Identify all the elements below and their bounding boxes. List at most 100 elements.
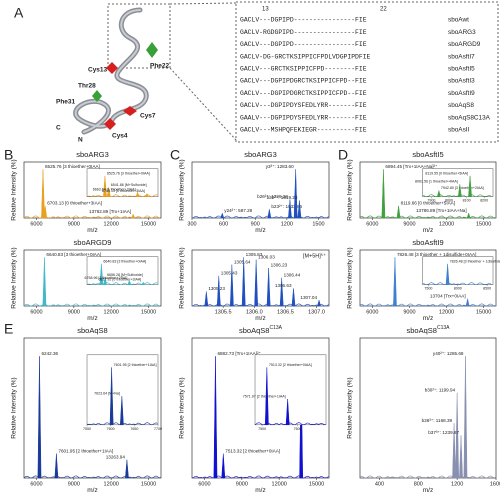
peak	[43, 205, 48, 219]
x-tick-label: 1200	[451, 481, 463, 487]
peak-label: 1306.23	[271, 263, 288, 268]
peak	[264, 367, 269, 426]
plot-frame	[23, 249, 162, 307]
peak-label: 13762.89 [Trx+1IAA]	[89, 209, 131, 214]
position-number: 13	[262, 7, 269, 13]
peak-label: 6894.45 [Trx+1IAA+Na]²⁺	[385, 164, 438, 169]
peak-label: 6242.36	[41, 351, 58, 356]
panel-letter: D	[338, 147, 348, 163]
sequence: GACLV---DGPIPD----------------FIE	[240, 17, 367, 24]
variant-name: sboARG3	[448, 29, 476, 36]
peak-label: 7826.48 [3 thioether + 1disulfide+0IAA]	[450, 259, 500, 263]
variant-name: sboAqS8	[448, 102, 474, 109]
peak-label: 8119.55 [0 thioether+5IAA]	[425, 171, 468, 175]
peak	[468, 175, 472, 197]
x-axis-label: m/z	[87, 227, 97, 234]
sequence: GACLV-DG-GRCTKSIPPICFPDLVDGPIPDFIE	[240, 53, 371, 60]
y-axis-label: Relative Intensity (%)	[11, 247, 18, 308]
x-tick-label: 12000	[104, 481, 119, 487]
peak	[381, 169, 386, 219]
zoom-box	[107, 3, 171, 69]
x-axis-label: m/z	[255, 227, 265, 234]
sequence: GACLV---DGPIPDYSFEDLYRR-------FIE	[240, 102, 367, 109]
peak	[109, 367, 114, 426]
cys-residue	[106, 62, 118, 74]
peak-label: y3³⁺: 1283.60	[266, 164, 294, 169]
chart-title: sboAqS8C13A	[239, 325, 283, 335]
plot-frame	[191, 337, 330, 479]
peak	[457, 184, 462, 197]
x-tick-label: 300	[187, 221, 196, 227]
inset-frame	[422, 256, 494, 285]
chart-title: sboARG3	[244, 150, 277, 159]
x-tick-label: 1600	[490, 481, 500, 487]
inset-tick-label: 8500	[483, 287, 491, 291]
x-tick-label: 15000	[141, 481, 156, 487]
peak	[455, 392, 459, 479]
panel-letter: C	[170, 147, 180, 163]
x-tick-label: 1307.0	[308, 309, 325, 315]
position-number: 22	[380, 7, 387, 13]
peak-label: 1305.64	[234, 259, 251, 264]
cys-residue	[123, 106, 137, 116]
peak	[285, 398, 290, 426]
variant-name: sboAwt	[448, 17, 469, 24]
peak-label: y24²⁺: 587.28	[224, 208, 252, 213]
residue-label: Phe22	[150, 63, 170, 70]
peak	[241, 257, 246, 307]
title-text: sboAqS8	[77, 326, 107, 335]
x-axis-label: m/z	[255, 487, 265, 494]
y-axis-label: Relative Intensity (%)	[347, 377, 354, 438]
peak	[103, 277, 107, 285]
x-tick-label: 15000	[476, 309, 491, 315]
peak-label: 6525.76 [3 thioether+0IAA]	[45, 164, 100, 169]
alignment-box	[235, 1, 499, 143]
x-tick-label: 15000	[141, 309, 156, 315]
sequence: GACLV---DGPIPDGRCTKSIPPICFPD--FIE	[240, 78, 367, 85]
zoom-line	[169, 2, 237, 5]
peak	[106, 187, 111, 197]
sequence: GACLV---MSHPQFEKIEGR----------FIE	[240, 126, 367, 133]
peak	[266, 268, 271, 307]
sequence: GACLV---DGPIPDGRCTKSIPPICFPD--FIE	[240, 90, 367, 97]
peak	[317, 299, 321, 307]
chart-title: sboAqS8	[77, 326, 107, 335]
x-tick-label: 12000	[104, 309, 119, 315]
peak-label: b30²⁺: 1199.94	[425, 388, 456, 393]
peak-label: 7513.32 [2 thioether+0IAA]	[225, 448, 280, 453]
panel-letter: A	[14, 5, 24, 21]
peak-label: 6541.86 [M+Sulfoxide]	[111, 183, 147, 187]
peak	[459, 435, 463, 479]
cys-residue	[104, 118, 116, 130]
sequence: GAALV---DGPIPDYSFEDLYRR-------FIE	[240, 114, 367, 121]
peak	[229, 264, 234, 307]
peak	[141, 281, 146, 285]
annotation: [M+5H]⁵⁺	[303, 252, 326, 259]
x-tick-label: 15000	[476, 221, 491, 227]
peak	[127, 279, 132, 285]
y-axis-label: Relative Intensity (%)	[11, 159, 18, 220]
peak	[254, 259, 258, 307]
peak	[120, 396, 124, 426]
chart-title: sboARGD9	[74, 238, 112, 247]
peak-label: b36³⁺: 1168.39	[422, 418, 453, 423]
peak-label: 6663.64 [1 thioether+2IAA]	[93, 188, 136, 192]
peak-label: 6656.28 [M+Sulfoxide]	[107, 273, 143, 277]
peak-label: 7942.80 [3 thioether+2IAA]	[441, 186, 484, 190]
peak	[465, 298, 470, 307]
x-tick-label: 12000	[439, 309, 454, 315]
peak-label: 6703.13 [0 thioether+3IAA]	[47, 201, 102, 206]
peak	[144, 193, 149, 197]
peak	[466, 212, 471, 219]
chart-title: sboARG3	[76, 150, 109, 159]
inset-tick-label: 7500	[258, 427, 266, 431]
peak-label: 1306.63	[275, 283, 292, 288]
x-axis-label: m/z	[87, 315, 97, 322]
variant-name: sboAsftI3	[448, 78, 475, 85]
title-superscript: C13A	[437, 325, 450, 331]
residue-label: Cys7	[140, 113, 156, 120]
peak-label: 8061.56 [1 thioether+4IAA]	[415, 180, 458, 184]
x-tick-label: 12000	[104, 221, 119, 227]
panel-letter: E	[4, 321, 13, 337]
inset-tick-label: 8100	[463, 199, 471, 203]
